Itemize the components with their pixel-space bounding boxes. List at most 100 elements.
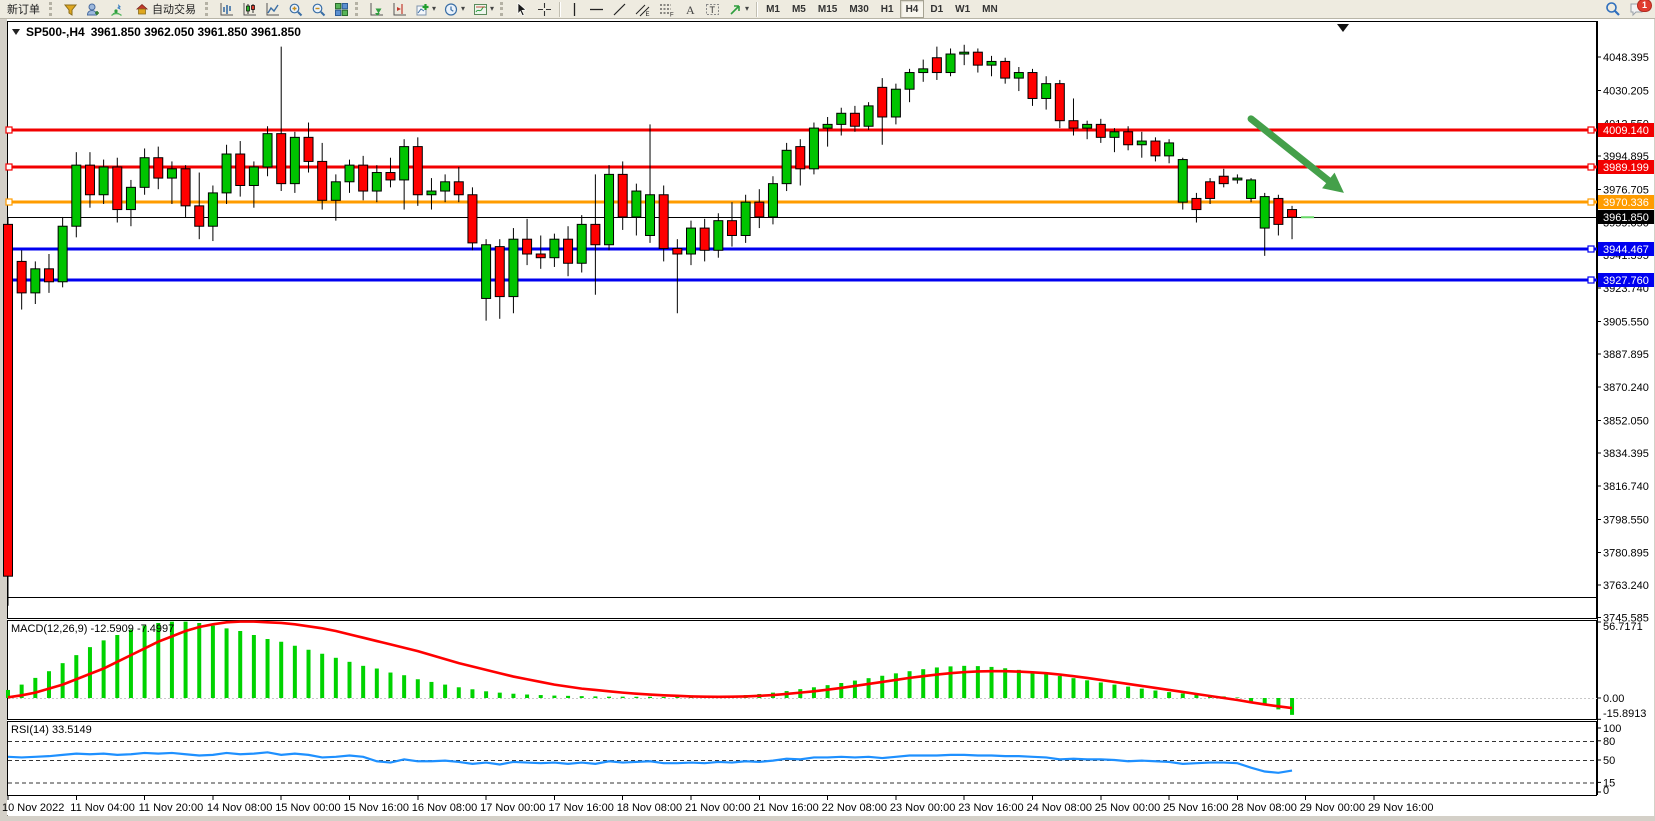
svg-text:0.00: 0.00 xyxy=(1603,693,1624,705)
candle-body xyxy=(180,168,191,207)
chevron-down-icon: ▾ xyxy=(432,4,437,13)
svg-text:E: E xyxy=(646,12,650,17)
time-axis: 10 Nov 2022 11 Nov 04:00 11 Nov 20:00 14 No… xyxy=(2,795,1433,814)
tab-timeframe-mn[interactable]: MN xyxy=(982,3,998,15)
candle-body xyxy=(467,194,478,244)
candle-body xyxy=(849,112,860,127)
svg-text:29 Nov 16:00: 29 Nov 16:00 xyxy=(1368,802,1433,814)
current-price-line: 3961.850 xyxy=(8,210,1654,224)
vertical-line-icon[interactable] xyxy=(564,1,584,17)
line-chart-icon[interactable] xyxy=(262,1,283,17)
candle-body xyxy=(43,268,54,283)
svg-text:3905.550: 3905.550 xyxy=(1603,316,1649,328)
autotrading-label: 自动交易 xyxy=(152,4,196,16)
svg-text:3976.705: 3976.705 xyxy=(1603,185,1649,197)
svg-text:17 Nov 16:00: 17 Nov 16:00 xyxy=(548,802,613,814)
toolbar-grip[interactable] xyxy=(205,2,213,16)
svg-text:23 Nov 00:00: 23 Nov 00:00 xyxy=(890,802,955,814)
text-tool-icon[interactable]: A xyxy=(680,1,700,17)
horizontal-line-object[interactable]: 3944.467 xyxy=(5,242,1654,256)
autotrading-button[interactable]: 自动交易 xyxy=(129,1,202,17)
candle-body xyxy=(330,181,341,201)
candle-body xyxy=(918,68,929,74)
candle-body xyxy=(1054,83,1065,122)
add-indicator-button[interactable]: ▾ xyxy=(412,1,439,17)
auto-scroll-icon[interactable] xyxy=(366,1,387,17)
trendline-icon[interactable] xyxy=(609,1,630,17)
periods-button[interactable]: ▾ xyxy=(441,1,468,17)
candle-body xyxy=(207,192,218,227)
candle-body xyxy=(112,166,123,211)
candle-body xyxy=(262,133,273,168)
svg-text:3944.467: 3944.467 xyxy=(1603,244,1649,256)
tab-timeframe-m30[interactable]: M30 xyxy=(849,3,869,15)
chart-shift-marker[interactable] xyxy=(1337,24,1349,32)
funnel-icon[interactable] xyxy=(60,1,81,17)
candlestick-chart-icon[interactable] xyxy=(239,1,260,17)
candle-body xyxy=(959,51,970,55)
tab-timeframe-d1[interactable]: D1 xyxy=(930,3,944,15)
tab-timeframe-h4[interactable]: H4 xyxy=(899,0,925,18)
tab-timeframe-h1[interactable]: H1 xyxy=(880,3,894,15)
candle-body xyxy=(754,201,765,218)
fibonacci-icon[interactable]: F xyxy=(656,1,678,17)
candle-body xyxy=(276,133,287,185)
chart-shift-icon[interactable] xyxy=(389,1,410,17)
zoom-in-icon[interactable] xyxy=(285,1,306,17)
tile-windows-icon[interactable] xyxy=(331,1,352,17)
equidistant-channel-icon[interactable]: E xyxy=(632,1,654,17)
candle-body xyxy=(726,220,737,236)
templates-button[interactable]: ▾ xyxy=(470,1,497,17)
candle-body xyxy=(166,168,177,179)
candle-body xyxy=(767,183,778,218)
text-label-icon[interactable]: T xyxy=(702,1,723,17)
bar-chart-icon[interactable] xyxy=(216,1,237,17)
candle-body xyxy=(1041,83,1052,99)
toolbar-grip[interactable] xyxy=(355,2,363,16)
new-order-button[interactable]: 新订单 xyxy=(7,4,40,16)
candle-body xyxy=(1246,179,1257,199)
search-icon[interactable] xyxy=(1602,1,1624,17)
candle-body xyxy=(481,244,492,299)
signals-icon[interactable] xyxy=(106,1,127,17)
cursor-icon[interactable] xyxy=(511,1,532,17)
chevron-down-icon: ▾ xyxy=(490,4,495,13)
candle-body xyxy=(1259,196,1270,229)
candle-body xyxy=(781,149,792,185)
candle-body xyxy=(535,253,546,259)
svg-text:11 Nov 20:00: 11 Nov 20:00 xyxy=(139,802,204,814)
triangle-down-icon[interactable] xyxy=(12,29,20,35)
svg-text:3834.395: 3834.395 xyxy=(1603,448,1649,460)
candle-body xyxy=(522,238,533,255)
tab-timeframe-m5[interactable]: M5 xyxy=(791,3,806,15)
chevron-down-icon: ▾ xyxy=(461,4,466,13)
svg-text:23 Nov 16:00: 23 Nov 16:00 xyxy=(958,802,1023,814)
svg-text:21 Nov 00:00: 21 Nov 00:00 xyxy=(685,802,750,814)
candle-body xyxy=(808,127,819,170)
candle-body xyxy=(139,157,150,188)
crosshair-icon[interactable] xyxy=(534,1,555,17)
tab-timeframe-w1[interactable]: W1 xyxy=(955,3,971,15)
svg-text:16 Nov 08:00: 16 Nov 08:00 xyxy=(412,802,477,814)
horizontal-line-icon[interactable] xyxy=(586,1,607,17)
toolbar-grip[interactable] xyxy=(500,2,508,16)
tab-timeframe-m1[interactable]: M1 xyxy=(766,3,780,15)
horizontal-line-object[interactable]: 3970.336 xyxy=(5,195,1654,209)
arrow-annotation[interactable] xyxy=(1247,115,1344,193)
horizontal-line-object[interactable]: 4009.140 xyxy=(5,123,1654,137)
tab-timeframe-m15[interactable]: M15 xyxy=(817,3,838,15)
toolbar: 新订单 自动交易 xyxy=(0,0,1655,19)
horizontal-line-object[interactable]: 3927.760 xyxy=(5,273,1654,287)
svg-text:F: F xyxy=(670,12,674,17)
svg-text:56.7171: 56.7171 xyxy=(1603,621,1643,633)
candle-body xyxy=(1123,131,1134,146)
arrows-tool-button[interactable]: ▾ xyxy=(725,1,752,17)
zoom-out-icon[interactable] xyxy=(308,1,329,17)
svg-text:3763.240: 3763.240 xyxy=(1603,580,1649,592)
notifications-button[interactable]: 1 xyxy=(1626,0,1652,17)
candle-body xyxy=(57,225,68,283)
toolbar-grip[interactable] xyxy=(49,2,57,16)
add-account-icon[interactable] xyxy=(83,1,104,17)
